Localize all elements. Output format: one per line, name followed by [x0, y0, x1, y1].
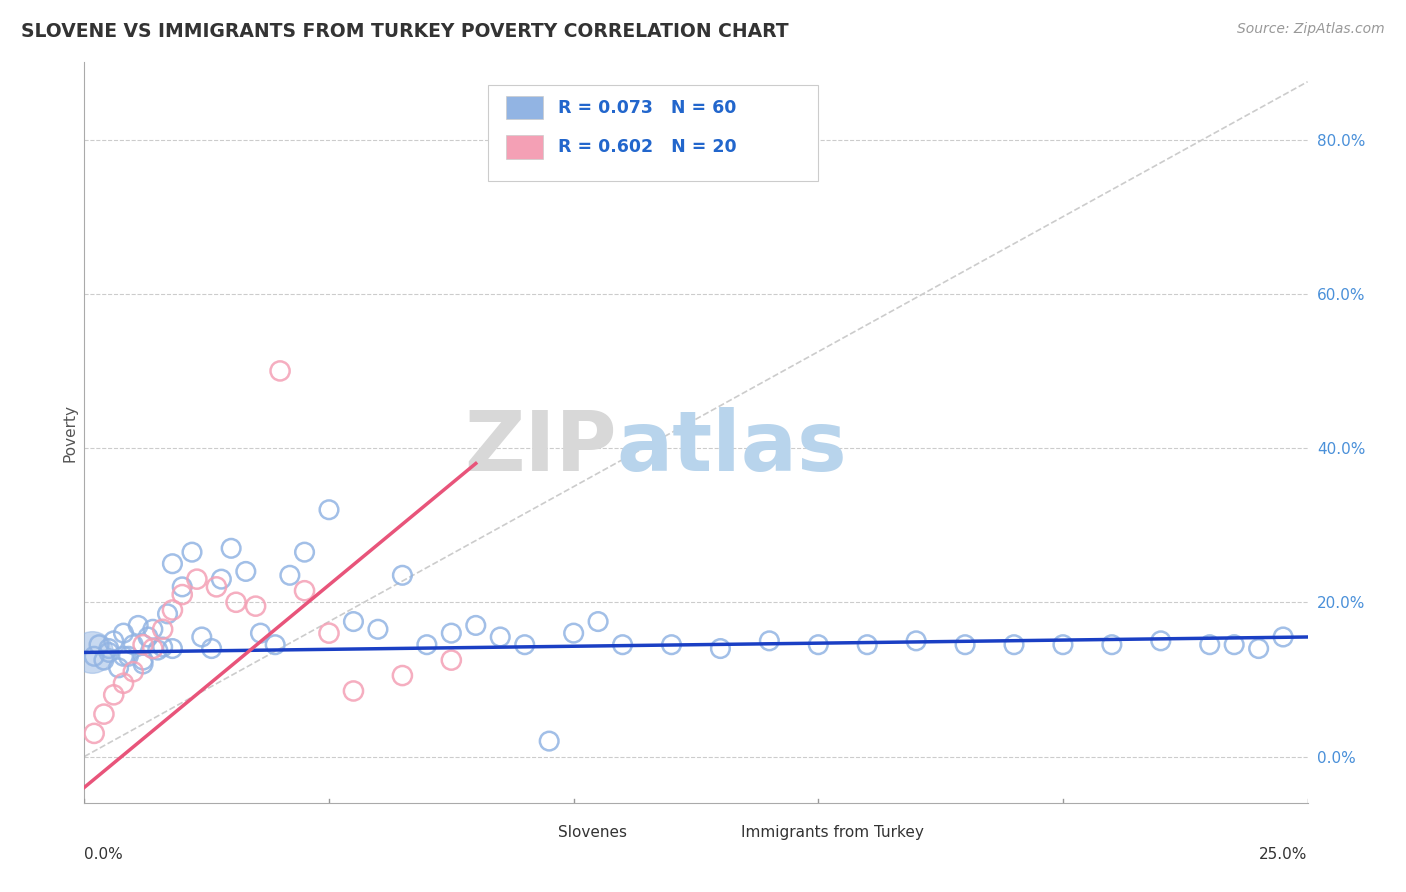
Point — [294, 545, 316, 559]
Point — [264, 638, 287, 652]
Point — [1150, 633, 1173, 648]
Point — [97, 645, 120, 659]
Point — [205, 580, 228, 594]
Point — [112, 676, 135, 690]
Point — [87, 638, 110, 652]
Text: atlas: atlas — [616, 407, 848, 488]
Point — [318, 626, 340, 640]
Point — [162, 641, 184, 656]
Point — [97, 641, 120, 656]
Point — [513, 638, 536, 652]
Point — [807, 638, 830, 652]
Point — [122, 638, 145, 652]
FancyBboxPatch shape — [506, 135, 543, 159]
Point — [103, 633, 125, 648]
Point — [342, 615, 364, 629]
Point — [612, 638, 634, 652]
Point — [1198, 638, 1220, 652]
Point — [103, 688, 125, 702]
Point — [586, 615, 609, 629]
Point — [200, 641, 222, 656]
Text: 25.0%: 25.0% — [1260, 847, 1308, 863]
Point — [225, 595, 247, 609]
Point — [122, 665, 145, 679]
Point — [132, 638, 155, 652]
Point — [191, 630, 214, 644]
Text: 0.0%: 0.0% — [84, 847, 124, 863]
Point — [758, 633, 780, 648]
Point — [80, 645, 103, 659]
Point — [235, 565, 257, 579]
Point — [318, 502, 340, 516]
Point — [440, 653, 463, 667]
Point — [186, 572, 208, 586]
Point — [152, 622, 174, 636]
Text: ZIP: ZIP — [464, 407, 616, 488]
Point — [112, 649, 135, 664]
Point — [709, 641, 731, 656]
Text: Immigrants from Turkey: Immigrants from Turkey — [741, 825, 924, 840]
Point — [83, 649, 105, 664]
Point — [367, 622, 389, 636]
Point — [156, 607, 179, 621]
FancyBboxPatch shape — [519, 822, 550, 844]
Point — [489, 630, 512, 644]
Point — [152, 640, 174, 654]
Point — [1223, 638, 1246, 652]
Point — [127, 618, 149, 632]
Point — [342, 684, 364, 698]
Text: R = 0.602   N = 20: R = 0.602 N = 20 — [558, 138, 737, 156]
Point — [249, 626, 271, 640]
Point — [172, 588, 194, 602]
Point — [391, 568, 413, 582]
Point — [83, 726, 105, 740]
Point — [209, 572, 232, 586]
Point — [856, 638, 879, 652]
Point — [132, 653, 155, 667]
Point — [1247, 641, 1270, 656]
FancyBboxPatch shape — [488, 85, 818, 181]
Point — [93, 653, 115, 667]
Text: Source: ZipAtlas.com: Source: ZipAtlas.com — [1237, 22, 1385, 37]
Point — [1101, 638, 1123, 652]
Point — [562, 626, 585, 640]
Point — [905, 633, 928, 648]
Point — [661, 638, 683, 652]
Point — [181, 545, 204, 559]
Point — [93, 707, 115, 722]
Text: Slovenes: Slovenes — [558, 825, 627, 840]
Point — [269, 364, 291, 378]
Point — [132, 657, 155, 671]
Point — [146, 643, 169, 657]
Point — [464, 618, 486, 632]
Y-axis label: Poverty: Poverty — [62, 403, 77, 462]
Point — [391, 668, 413, 682]
Text: R = 0.073   N = 60: R = 0.073 N = 60 — [558, 99, 737, 117]
Point — [142, 641, 165, 656]
Point — [538, 734, 561, 748]
Point — [294, 583, 316, 598]
Point — [107, 661, 129, 675]
Point — [440, 626, 463, 640]
Point — [162, 603, 184, 617]
Point — [953, 638, 976, 652]
FancyBboxPatch shape — [506, 95, 543, 120]
FancyBboxPatch shape — [702, 822, 733, 844]
Point — [245, 599, 267, 614]
Point — [117, 649, 139, 664]
Point — [162, 557, 184, 571]
Point — [112, 626, 135, 640]
Text: SLOVENE VS IMMIGRANTS FROM TURKEY POVERTY CORRELATION CHART: SLOVENE VS IMMIGRANTS FROM TURKEY POVERT… — [21, 22, 789, 41]
Point — [1002, 638, 1025, 652]
Point — [142, 622, 165, 636]
Point — [219, 541, 242, 556]
Point — [416, 638, 439, 652]
Point — [1272, 630, 1295, 644]
Point — [172, 580, 194, 594]
Point — [278, 568, 301, 582]
Point — [136, 630, 159, 644]
Point — [1052, 638, 1074, 652]
